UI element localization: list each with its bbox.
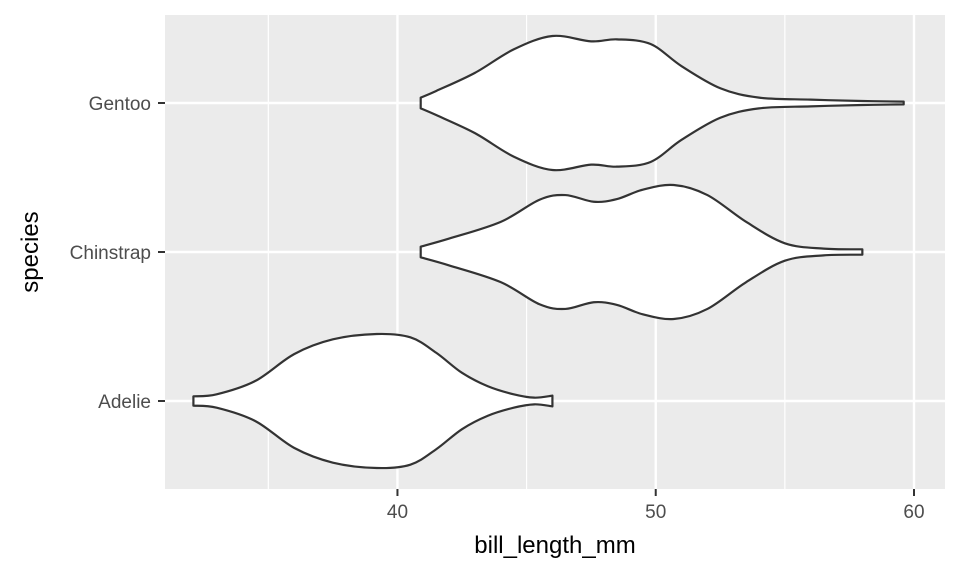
y-tick-label: Chinstrap [70, 243, 151, 264]
violin-gentoo [419, 34, 905, 172]
violins [192, 34, 905, 470]
x-tick-label: 60 [903, 502, 924, 523]
y-tick-label: Adelie [98, 392, 151, 413]
x-axis-ticks: 40 50 60 [387, 489, 925, 523]
y-tick-label: Gentoo [89, 94, 151, 115]
x-tick-label: 40 [387, 502, 408, 523]
x-tick-label: 50 [645, 502, 666, 523]
violin-adelie [192, 332, 554, 470]
x-axis-title: bill_length_mm [474, 532, 635, 559]
y-axis-ticks: Adelie Chinstrap Gentoo [70, 94, 165, 413]
y-axis-title: species [17, 211, 44, 292]
violin-chinstrap [419, 183, 864, 321]
